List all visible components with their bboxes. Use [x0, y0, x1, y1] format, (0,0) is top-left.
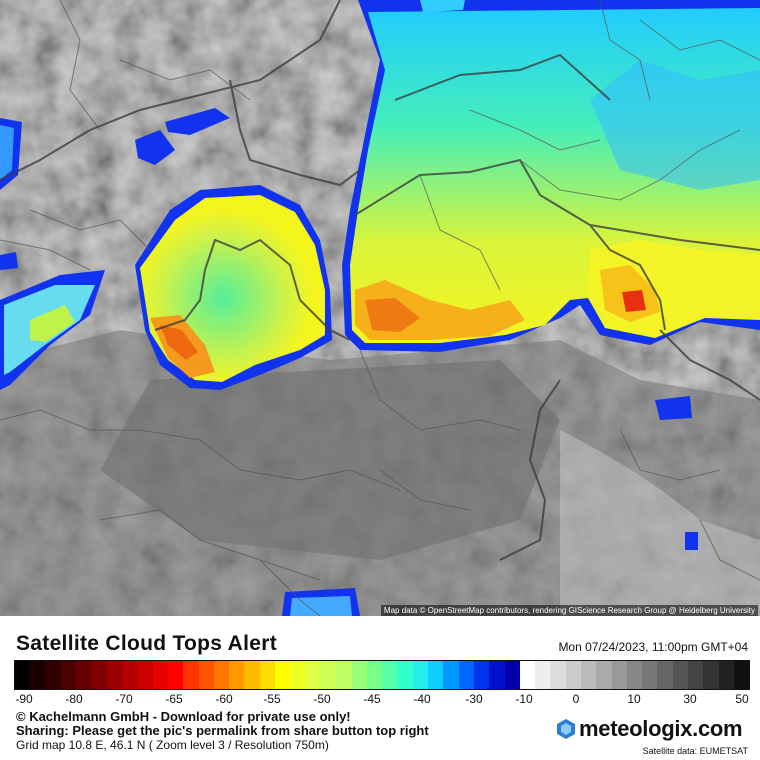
colorbar-segment	[213, 661, 230, 689]
temperature-colorbar	[14, 660, 750, 690]
colorbar-segment	[397, 661, 413, 689]
tick-label: -65	[165, 692, 183, 706]
colorbar-segment	[320, 661, 337, 689]
colorbar-segment	[198, 661, 214, 689]
colorbar-segment	[565, 661, 581, 689]
logo-wordmark: meteologix.com	[579, 716, 743, 741]
tick-label: -30	[465, 692, 483, 706]
colorbar-segment	[15, 661, 31, 689]
tick-label: -45	[363, 692, 381, 706]
grid-note: Grid map 10.8 E, 46.1 N ( Zoom level 3 /…	[16, 738, 329, 752]
hexagon-icon	[557, 719, 575, 739]
colorbar-segment	[550, 661, 566, 689]
datetime-label: Mon 07/24/2023, 11:00pm GMT+04	[558, 640, 748, 654]
colorbar-segment	[504, 661, 520, 689]
colorbar-segment	[60, 661, 77, 689]
colorbar-segment	[137, 661, 153, 689]
region-lines	[0, 0, 760, 616]
satellite-credit: Satellite data: EUMETSAT	[642, 746, 748, 756]
colorbar-segment	[611, 661, 627, 689]
legend-title: Satellite Cloud Tops Alert	[16, 632, 277, 655]
colorbar-segment	[703, 661, 719, 689]
sharing-note: Sharing: Please get the pic's permalink …	[16, 723, 429, 738]
colorbar-segment	[473, 661, 490, 689]
colorbar-segment	[688, 661, 704, 689]
colorbar-segment	[30, 661, 46, 689]
tick-label: -10	[515, 692, 533, 706]
colorbar-segment	[412, 661, 429, 689]
colorbar-segment	[152, 661, 168, 689]
colorbar-segment	[428, 661, 444, 689]
colorbar-segment	[596, 661, 612, 689]
tick-label: -70	[115, 692, 133, 706]
satellite-map[interactable]: Map data © OpenStreetMap contributors, r…	[0, 0, 760, 616]
colorbar-segment	[642, 661, 658, 689]
colorbar-segment	[733, 661, 750, 689]
colorbar-segment	[672, 661, 689, 689]
colorbar-segment	[580, 661, 597, 689]
cloud-cells	[0, 0, 760, 616]
colorbar-ticks: -90 -80 -70 -65 -60 -55 -50 -45 -40 -30 -10 0 10 30 50	[14, 692, 750, 708]
colorbar-segment	[275, 661, 291, 689]
tick-label: 30	[683, 692, 697, 706]
colorbar-segment	[519, 661, 536, 689]
tick-label: -40	[413, 692, 431, 706]
colorbar-segment	[336, 661, 352, 689]
tick-label: 50	[735, 692, 749, 706]
colorbar-segment	[718, 661, 734, 689]
meteologix-logo[interactable]: meteologix.com	[556, 716, 743, 742]
colorbar-segment	[122, 661, 138, 689]
tick-label: -60	[215, 692, 233, 706]
colorbar-segment	[91, 661, 107, 689]
colorbar-segment	[45, 661, 61, 689]
colorbar-segment	[489, 661, 505, 689]
tick-label: -50	[313, 692, 331, 706]
tick-label: -55	[263, 692, 281, 706]
satellite-image	[0, 0, 760, 616]
colorbar-segment	[229, 661, 245, 689]
colorbar-segment	[183, 661, 199, 689]
colorbar-segment	[290, 661, 306, 689]
colorbar-segment	[382, 661, 398, 689]
colorbar-segment	[244, 661, 260, 689]
colorbar-segment	[657, 661, 673, 689]
colorbar-segment	[167, 661, 184, 689]
copyright-note: © Kachelmann GmbH - Download for private…	[16, 709, 351, 724]
colorbar-segment	[366, 661, 383, 689]
tick-label: -80	[65, 692, 83, 706]
colorbar-segment	[458, 661, 474, 689]
colorbar-segment	[626, 661, 643, 689]
tick-label: 0	[572, 692, 580, 706]
border-lines	[0, 0, 760, 561]
colorbar-segment	[305, 661, 321, 689]
legend-panel: Satellite Cloud Tops Alert Mon 07/24/202…	[0, 616, 760, 760]
map-attribution[interactable]: Map data © OpenStreetMap contributors, r…	[380, 605, 758, 616]
colorbar-segment	[259, 661, 276, 689]
colorbar-segment	[76, 661, 92, 689]
tick-label: 10	[627, 692, 641, 706]
legend-notes: © Kachelmann GmbH - Download for private…	[16, 709, 429, 753]
colorbar-segment	[351, 661, 367, 689]
colorbar-segment	[443, 661, 459, 689]
colorbar-segment	[106, 661, 123, 689]
tick-label: -90	[15, 692, 33, 706]
colorbar-segment	[535, 661, 551, 689]
